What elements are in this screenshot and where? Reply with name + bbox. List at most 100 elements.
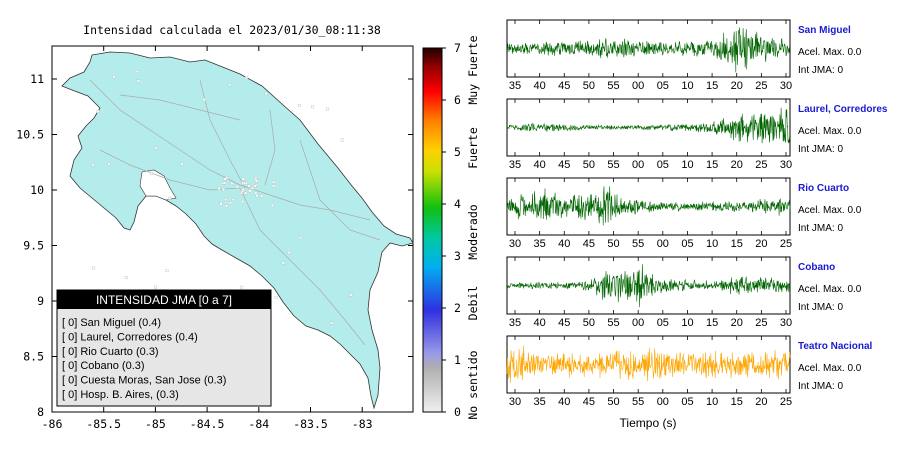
station-marker (254, 177, 258, 180)
station-marker (229, 201, 233, 205)
panel-x-tick-label: 15 (706, 317, 718, 329)
map-x-tick-label: -83 (352, 417, 373, 431)
station-marker (217, 187, 221, 191)
legend-item: [ 0] Cuesta Moras, San Jose (0.3) (62, 375, 226, 387)
panel-x-tick-label: 35 (509, 159, 521, 171)
panel-x-tick-label: 25 (755, 159, 767, 171)
panel-x-tick-label: 50 (583, 80, 595, 92)
station-intensity: Int JMA: 0 (798, 65, 843, 76)
map-x-tick-label: -86 (42, 417, 63, 431)
x-axis-label: Tiempo (s) (620, 416, 677, 430)
panel-x-tick-label: 20 (731, 80, 743, 92)
panel-x-tick-label: 45 (583, 238, 595, 250)
map-x-tick-label: -84.5 (190, 417, 225, 431)
station-marker (168, 196, 171, 200)
station-marker (222, 188, 225, 192)
road-network (89, 79, 381, 346)
panel-x-tick-label: 40 (534, 159, 546, 171)
colorbar-tick-label: 3 (454, 249, 461, 263)
station-accel: Acel. Max. 0.0 (798, 126, 862, 137)
station-marker (241, 199, 245, 203)
colorbar-category-label: Muy Fuerte (466, 35, 480, 104)
station-marker (165, 269, 169, 273)
station-marker (241, 187, 245, 191)
station-accel: Acel. Max. 0.0 (798, 284, 862, 295)
colorbar-tick-label: 5 (454, 145, 461, 159)
colorbar-category-label: Moderado (466, 204, 480, 259)
panel-x-tick-label: 05 (657, 80, 669, 92)
station-marker (281, 261, 285, 265)
station-intensity: Int JMA: 0 (798, 144, 843, 155)
panel-x-tick-label: 00 (632, 317, 644, 329)
panel-x-tick-label: 25 (755, 317, 767, 329)
panel-x-tick-label: 10 (706, 238, 718, 250)
station-marker (245, 76, 248, 79)
intensity-legend: INTENSIDAD JMA [0 a 7] [ 0] San Miguel (… (56, 289, 272, 407)
panel-x-tick-label: 15 (731, 238, 743, 250)
station-marker (274, 295, 278, 299)
panel-x-tick-label: 30 (509, 238, 521, 250)
station-marker (228, 83, 232, 87)
panel-x-tick-label: 15 (706, 159, 718, 171)
intensity-colorbar: 0 1 2 3 4 5 6 7 No sentido Debil Moderado Fuerte Mu… (422, 35, 480, 420)
station-marker (272, 184, 276, 188)
panel-x-tick-label: 10 (681, 317, 693, 329)
station-marker (297, 104, 301, 107)
waveform-panel: 30 35 40 45 50 55 00 05 10 15 20 25 Rio Cuarto Acel. … (506, 177, 862, 250)
panel-x-tick-label: 40 (558, 238, 570, 250)
map-y-tick-label: 9 (37, 294, 44, 308)
panel-x-tick-label: 05 (681, 396, 693, 408)
panel-x-tick-label: 35 (509, 317, 521, 329)
panel-x-tick-label: 15 (731, 396, 743, 408)
waveform-trace (506, 186, 791, 226)
station-marker (243, 181, 246, 185)
panel-x-tick-label: 55 (607, 80, 619, 92)
station-marker (223, 177, 227, 181)
colorbar-gradient (422, 47, 443, 413)
panel-x-tick-label: 25 (755, 80, 767, 92)
map-y-ticks: 11 10.5 10 9.5 9 8.5 8 (16, 72, 413, 419)
colorbar-tick-label: 6 (454, 93, 461, 107)
station-marker (154, 146, 158, 150)
station-marker (96, 109, 100, 113)
colorbar-tick-label: 7 (454, 41, 461, 55)
station-marker (235, 185, 239, 189)
map-title: Intensidad calculada el 2023/01/30_08:11… (83, 23, 381, 37)
station-marker (349, 293, 353, 297)
colorbar-category-label: Debil (466, 286, 480, 321)
station-name: Rio Cuarto (798, 183, 849, 194)
panel-x-tick-label: 55 (632, 238, 644, 250)
panel-x-tick-label: 40 (534, 317, 546, 329)
station-marker (271, 203, 275, 207)
waveform-trace (506, 345, 791, 383)
legend-item: [ 0] Hosp. B. Aires, (0.3) (62, 389, 179, 401)
panel-x-tick-label: 55 (607, 317, 619, 329)
colorbar-tick-label: 1 (454, 353, 461, 367)
panel-x-tick-label: 45 (558, 317, 570, 329)
station-marker (219, 202, 223, 206)
map-y-tick-label: 11 (30, 72, 44, 86)
map-x-tick-label: -84 (248, 417, 269, 431)
waveform-panel: 35 40 45 50 55 00 05 10 15 20 25 30 Laurel, Corredor… (506, 98, 888, 171)
station-accel: Acel. Max. 0.0 (798, 47, 862, 58)
panel-x-tick-label: 50 (607, 238, 619, 250)
station-marker (241, 177, 245, 181)
colorbar-category-label: Fuerte (466, 127, 480, 169)
panel-x-tick-label: 25 (780, 396, 792, 408)
station-marker (92, 266, 96, 270)
map-x-tick-label: -85 (145, 417, 166, 431)
panel-x-tick-label: 35 (534, 396, 546, 408)
panel-x-tick-label: 30 (509, 396, 521, 408)
panel-x-tick-label: 20 (755, 238, 767, 250)
station-accel: Acel. Max. 0.0 (798, 363, 862, 374)
panel-x-tick-label: 45 (583, 396, 595, 408)
map-y-tick-label: 10 (30, 183, 44, 197)
station-marker (244, 191, 248, 195)
map-x-tick-label: -83.5 (293, 417, 328, 431)
legend-box (56, 289, 272, 407)
legend-item: [ 0] Cobano (0.3) (62, 360, 145, 372)
station-marker (225, 204, 228, 208)
station-name: Teatro Nacional (798, 341, 872, 352)
panel-x-tick-label: 35 (509, 80, 521, 92)
panel-x-tick-label: 00 (657, 238, 669, 250)
